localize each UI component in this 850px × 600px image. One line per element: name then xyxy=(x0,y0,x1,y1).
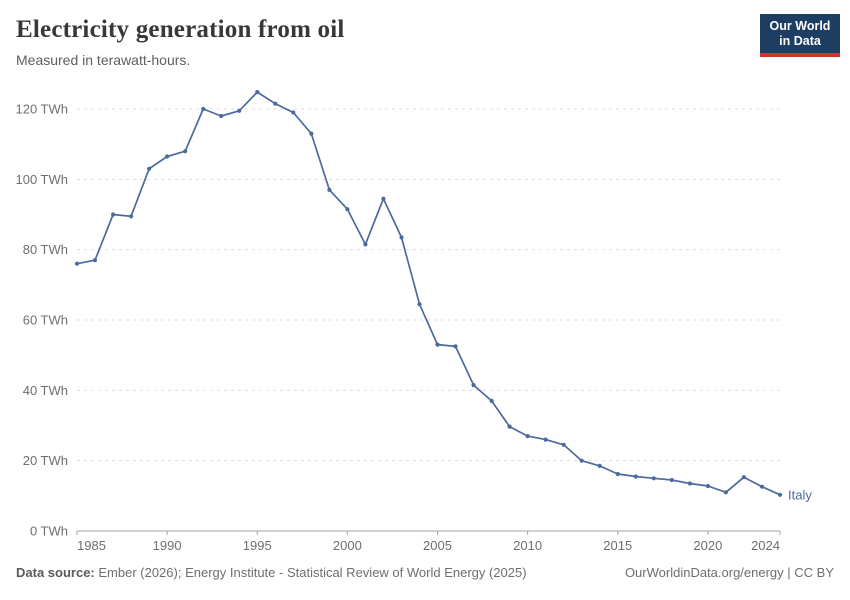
data-point-marker xyxy=(471,383,476,388)
data-point-marker xyxy=(777,492,783,497)
data-point-marker xyxy=(633,474,638,479)
data-point-marker xyxy=(111,212,116,217)
chart-footer: Data source: Ember (2026); Energy Instit… xyxy=(16,565,834,580)
x-axis-tick-label: 2020 xyxy=(693,538,722,553)
data-point-marker xyxy=(759,484,765,489)
data-point-marker xyxy=(435,342,440,347)
owid-logo-line1: Our World xyxy=(769,19,831,33)
x-axis-tick-label: 1990 xyxy=(153,538,182,553)
data-point-marker xyxy=(417,302,422,307)
y-axis-tick-label: 60 TWh xyxy=(23,313,68,328)
data-point-marker xyxy=(363,242,368,247)
data-point-marker xyxy=(237,108,242,113)
data-point-marker xyxy=(579,458,584,463)
data-point-marker xyxy=(381,196,386,201)
data-point-marker xyxy=(74,261,80,266)
chart-subtitle: Measured in terawatt-hours. xyxy=(16,52,191,68)
x-axis-tick-label: 2024 xyxy=(751,538,780,553)
data-point-marker xyxy=(345,207,350,212)
data-point-marker xyxy=(453,344,458,349)
data-point-marker xyxy=(741,475,747,480)
data-point-marker xyxy=(219,113,224,119)
data-source-text: Ember (2026); Energy Institute - Statist… xyxy=(94,565,527,580)
page-title: Electricity generation from oil xyxy=(16,16,345,43)
data-point-marker xyxy=(561,442,566,447)
y-axis-tick-label: 20 TWh xyxy=(23,453,68,468)
data-point-marker xyxy=(255,90,260,95)
data-point-marker xyxy=(705,483,711,489)
data-point-marker xyxy=(489,398,494,403)
y-axis-tick-label: 40 TWh xyxy=(23,383,68,398)
x-axis-tick-label: 2010 xyxy=(513,538,542,553)
data-source-label: Data source: xyxy=(16,565,95,580)
x-axis-tick-label: 2000 xyxy=(333,538,362,553)
data-point-marker xyxy=(723,490,729,495)
data-point-marker xyxy=(273,101,278,106)
data-point-marker xyxy=(147,166,152,171)
data-point-marker xyxy=(201,106,206,112)
data-point-marker xyxy=(165,154,170,159)
data-point-marker xyxy=(92,258,98,263)
data-point-marker xyxy=(651,476,656,481)
x-axis-tick-label: 2005 xyxy=(423,538,452,553)
data-point-marker xyxy=(183,149,188,154)
series-line xyxy=(76,91,781,496)
x-axis-tick-label: 2015 xyxy=(603,538,632,553)
data-point-marker xyxy=(309,131,314,136)
owid-credit-link[interactable]: OurWorldinData.org/energy | CC BY xyxy=(624,565,834,580)
owid-logo-line2: in Data xyxy=(779,34,821,48)
x-axis-tick-label: 1985 xyxy=(77,538,106,553)
data-point-marker xyxy=(687,481,693,486)
data-point-marker xyxy=(327,187,332,192)
data-point-marker xyxy=(543,437,548,442)
y-axis-tick-label: 100 TWh xyxy=(15,172,68,187)
x-axis-tick-label: 1995 xyxy=(243,538,272,553)
data-point-marker xyxy=(507,424,512,429)
data-source-note: Data source: Ember (2026); Energy Instit… xyxy=(16,565,527,580)
y-axis-tick-label: 80 TWh xyxy=(23,242,68,257)
data-point-marker xyxy=(399,235,404,240)
series-entity-label: Italy xyxy=(788,487,812,502)
data-point-marker xyxy=(129,214,134,219)
data-point-marker xyxy=(597,463,602,468)
data-point-marker xyxy=(669,477,674,483)
data-point-marker xyxy=(291,110,296,115)
y-axis-tick-label: 120 TWh xyxy=(15,102,68,117)
owid-logo[interactable]: Our World in Data xyxy=(760,14,840,57)
data-point-marker xyxy=(525,434,530,439)
data-point-marker xyxy=(615,471,620,477)
y-axis-tick-label: 0 TWh xyxy=(30,524,68,539)
